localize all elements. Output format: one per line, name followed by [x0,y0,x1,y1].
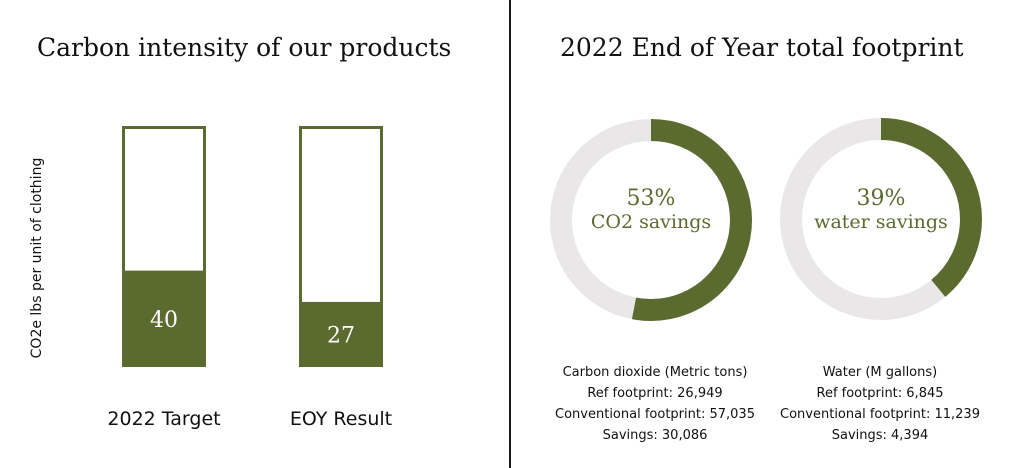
bar-chart: 40 27 [122,126,383,367]
water-stats-conventional: Conventional footprint: 11,239 [780,407,980,422]
bar-category-label-target: 2022 Target [107,408,221,430]
left-chart-title: Carbon intensity of our products [37,33,452,62]
bar-value-label-0: 40 [150,308,178,333]
bar-value-label-1: 27 [327,323,355,348]
bar-fill-0 [122,270,206,367]
co2-percent: 53% [626,186,676,211]
co2-stats-savings: Savings: 30,086 [602,428,708,443]
co2-stats-conventional: Conventional footprint: 57,035 [555,407,755,422]
right-chart-title: 2022 End of Year total footprint [560,33,964,62]
donut-slice-1 [780,118,982,320]
bar-category-label-result: EOY Result [289,408,393,430]
donut-slice-0 [550,119,752,321]
co2-donut-label: 53% CO2 savings [591,186,711,233]
bar-fill-1 [299,301,383,367]
water-stats-title: Water (M gallons) [822,365,938,380]
water-stats-ref: Ref footprint: 6,845 [816,386,944,401]
co2-stats-title: Carbon dioxide (Metric tons) [562,365,748,380]
water-caption: water savings [814,211,948,233]
water-donut-label: 39% water savings [814,186,948,233]
water-stats-savings: Savings: 4,394 [831,428,929,443]
water-stats: Water (M gallons) Ref footprint: 6,845 C… [780,362,980,446]
panel-divider [509,0,511,468]
co2-caption: CO2 savings [590,211,712,233]
water-percent: 39% [856,186,906,211]
co2-stats: Carbon dioxide (Metric tons) Ref footpri… [555,362,755,446]
co2-stats-ref: Ref footprint: 26,949 [587,386,723,401]
